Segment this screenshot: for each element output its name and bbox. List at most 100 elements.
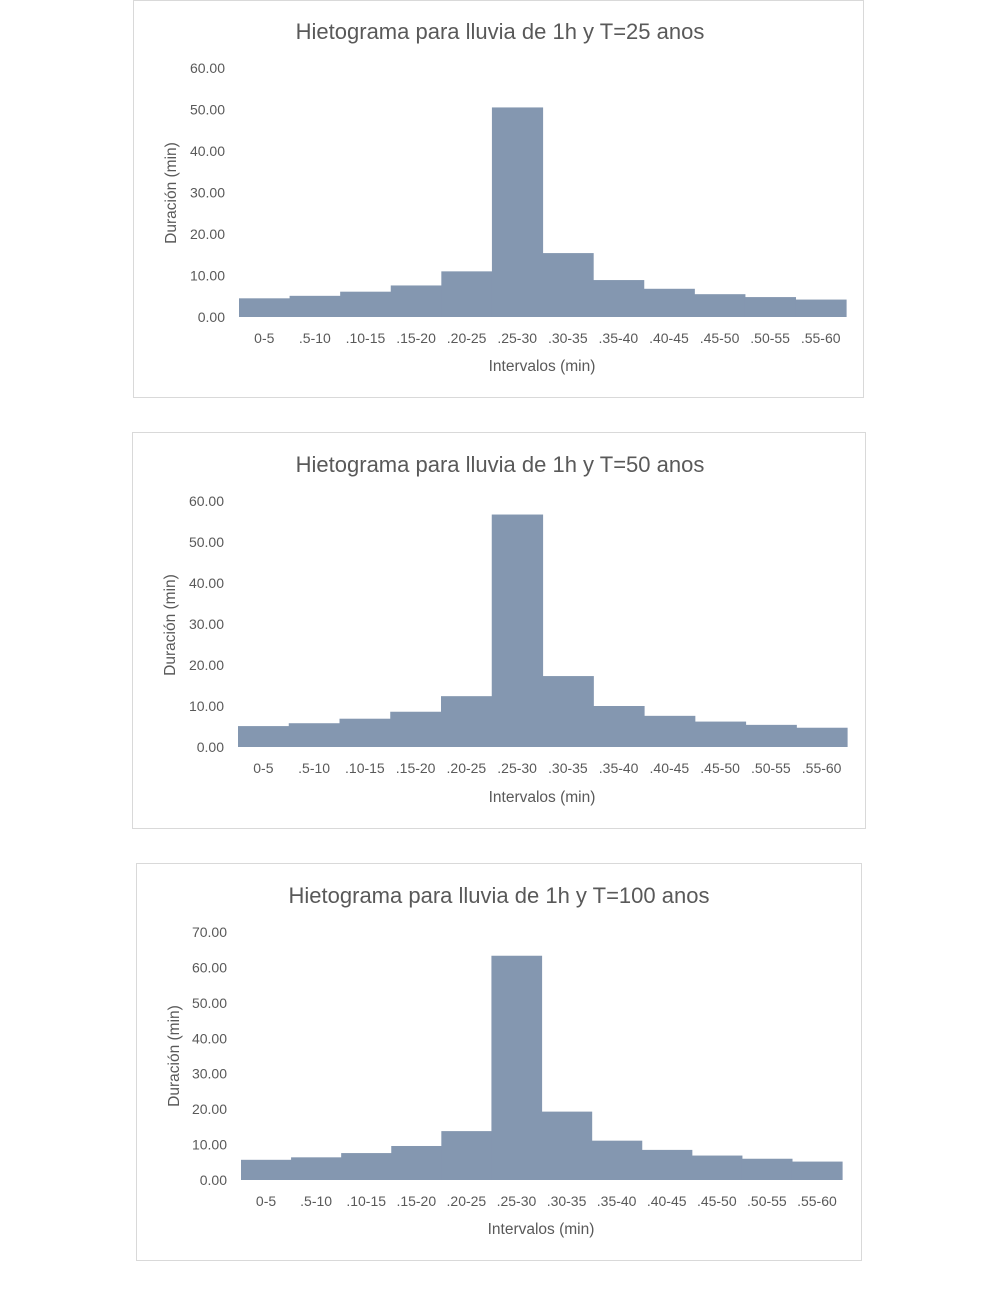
x-tick-label: .55-60 (797, 1193, 837, 1209)
bar (288, 723, 341, 747)
bar (542, 253, 594, 317)
y-tick-label: 20.00 (190, 226, 225, 242)
y-axis-title: Duración (min) (166, 1005, 183, 1107)
hietograma-t100-chart: Hietograma para lluvia de 1h y T=100 ano… (166, 883, 843, 1238)
chart-panel-t50: Hietograma para lluvia de 1h y T=50 anos… (132, 432, 866, 829)
bar (542, 676, 594, 747)
y-tick-label: 0.00 (197, 739, 224, 755)
y-tick-label: 10.00 (192, 1137, 227, 1153)
x-tick-label: .35-40 (599, 330, 639, 346)
bar (591, 1140, 643, 1180)
bar (744, 297, 797, 317)
y-tick-label: 20.00 (192, 1101, 227, 1117)
bar (694, 721, 747, 747)
y-tick-label: 30.00 (190, 185, 225, 201)
x-tick-label: .40-45 (649, 330, 689, 346)
y-tick-label: 30.00 (189, 616, 224, 632)
bar (593, 706, 645, 747)
x-tick-label: 0-5 (254, 330, 274, 346)
bar (340, 291, 392, 317)
x-tick-label: .55-60 (801, 330, 841, 346)
x-tick-label: .10-15 (345, 760, 385, 776)
y-tick-label: 40.00 (189, 575, 224, 591)
y-tick-label: 70.00 (192, 924, 227, 940)
x-tick-label: .15-20 (396, 330, 436, 346)
x-tick-label: .50-55 (747, 1193, 787, 1209)
bar (694, 294, 746, 317)
chart-panel-t25: Hietograma para lluvia de 1h y T=25 anos… (133, 0, 864, 398)
x-tick-label: 0-5 (256, 1193, 276, 1209)
bar (491, 955, 543, 1180)
bar (641, 1149, 693, 1180)
bar (441, 271, 493, 317)
x-tick-label: .20-25 (447, 330, 487, 346)
x-tick-label: .40-45 (650, 760, 690, 776)
y-tick-label: 10.00 (189, 698, 224, 714)
bar (644, 715, 696, 747)
y-axis-title: Duración (min) (162, 574, 179, 676)
x-tick-label: .55-60 (802, 760, 842, 776)
bar (441, 1131, 493, 1180)
y-tick-label: 30.00 (192, 1066, 227, 1082)
x-tick-label: .25-30 (497, 1193, 537, 1209)
x-tick-label: 0-5 (253, 760, 273, 776)
x-tick-label: .15-20 (396, 760, 436, 776)
x-tick-label: .5-10 (298, 760, 330, 776)
x-tick-label: .30-35 (548, 760, 588, 776)
chart-panel-t100: Hietograma para lluvia de 1h y T=100 ano… (136, 863, 862, 1261)
x-tick-label: .45-50 (700, 760, 740, 776)
bar (390, 711, 442, 747)
x-tick-label: .15-20 (396, 1193, 436, 1209)
bar (745, 724, 797, 747)
bar (241, 1159, 292, 1180)
x-tick-label: .5-10 (299, 330, 331, 346)
bar (390, 285, 442, 317)
bar (491, 107, 544, 318)
bar (391, 1145, 442, 1180)
y-tick-label: 60.00 (190, 60, 225, 76)
y-tick-label: 0.00 (198, 309, 225, 325)
y-axis-title: Duración (min) (163, 142, 180, 244)
x-tick-label: .10-15 (346, 330, 386, 346)
x-tick-label: .5-10 (300, 1193, 332, 1209)
x-axis-title: Intervalos (min) (489, 789, 596, 806)
chart-title: Hietograma para lluvia de 1h y T=50 anos (296, 452, 705, 477)
x-tick-label: .50-55 (751, 760, 791, 776)
y-tick-label: 10.00 (190, 268, 225, 284)
bar (238, 726, 290, 747)
x-tick-label: .45-50 (700, 330, 740, 346)
x-axis-title: Intervalos (min) (488, 1221, 595, 1238)
x-tick-label: .40-45 (647, 1193, 687, 1209)
x-tick-label: .35-40 (597, 1193, 637, 1209)
x-tick-label: .30-35 (547, 1193, 587, 1209)
y-tick-label: 60.00 (192, 959, 227, 975)
y-tick-label: 50.00 (190, 102, 225, 118)
bar (795, 299, 847, 317)
x-tick-label: .20-25 (447, 760, 487, 776)
bar (291, 1157, 342, 1180)
x-axis-title: Intervalos (min) (489, 358, 596, 375)
bar (741, 1158, 793, 1180)
chart-title: Hietograma para lluvia de 1h y T=100 ano… (289, 883, 710, 908)
x-tick-label: .10-15 (346, 1193, 386, 1209)
bar (289, 295, 341, 317)
bar (643, 288, 695, 317)
bar (491, 514, 544, 747)
hietograma-t25-chart: Hietograma para lluvia de 1h y T=25 anos… (163, 19, 847, 375)
y-tick-label: 50.00 (192, 995, 227, 1011)
x-tick-label: .50-55 (750, 330, 790, 346)
bar (691, 1155, 743, 1180)
y-tick-label: 0.00 (200, 1172, 227, 1188)
y-tick-label: 60.00 (189, 493, 224, 509)
y-tick-label: 20.00 (189, 657, 224, 673)
bar (339, 718, 391, 747)
x-tick-label: .35-40 (599, 760, 639, 776)
y-tick-label: 40.00 (192, 1030, 227, 1046)
x-tick-label: .45-50 (697, 1193, 737, 1209)
chart-title: Hietograma para lluvia de 1h y T=25 anos (296, 19, 705, 44)
x-tick-label: .20-25 (447, 1193, 487, 1209)
x-tick-label: .25-30 (497, 760, 537, 776)
bar (239, 298, 291, 317)
bar (341, 1153, 392, 1180)
y-tick-label: 40.00 (190, 143, 225, 159)
